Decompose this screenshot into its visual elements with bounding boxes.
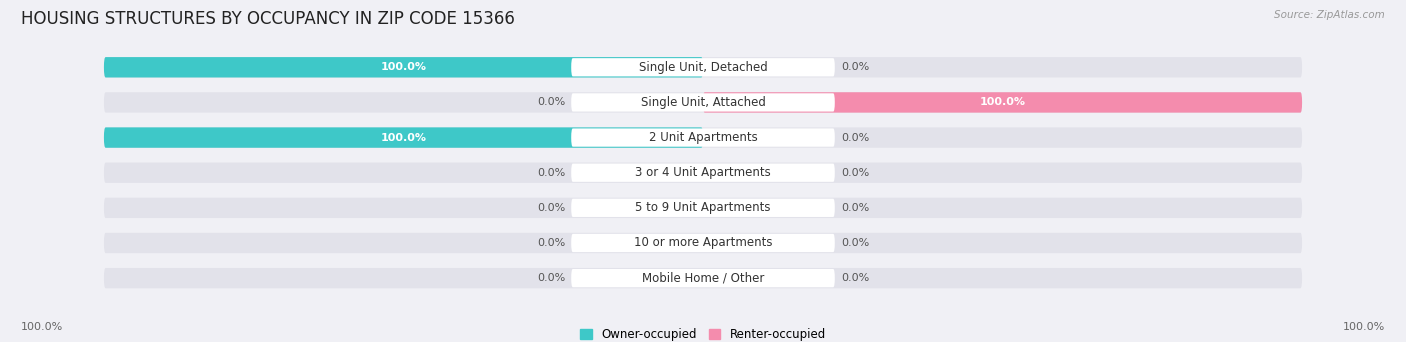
FancyBboxPatch shape [104, 198, 1302, 218]
Text: 100.0%: 100.0% [381, 62, 426, 72]
Text: 0.0%: 0.0% [841, 238, 869, 248]
FancyBboxPatch shape [571, 234, 835, 252]
Text: 100.0%: 100.0% [21, 322, 63, 332]
Text: Mobile Home / Other: Mobile Home / Other [641, 272, 765, 285]
Text: 100.0%: 100.0% [1343, 322, 1385, 332]
FancyBboxPatch shape [104, 162, 1302, 183]
Text: 0.0%: 0.0% [537, 97, 565, 107]
FancyBboxPatch shape [104, 57, 703, 78]
FancyBboxPatch shape [104, 92, 1302, 113]
Text: 0.0%: 0.0% [841, 203, 869, 213]
FancyBboxPatch shape [571, 129, 835, 147]
Text: 0.0%: 0.0% [841, 62, 869, 72]
Text: 100.0%: 100.0% [381, 133, 426, 143]
Text: 100.0%: 100.0% [980, 97, 1025, 107]
FancyBboxPatch shape [104, 127, 703, 148]
Legend: Owner-occupied, Renter-occupied: Owner-occupied, Renter-occupied [579, 328, 827, 341]
Text: 2 Unit Apartments: 2 Unit Apartments [648, 131, 758, 144]
Text: 3 or 4 Unit Apartments: 3 or 4 Unit Apartments [636, 166, 770, 179]
Text: Single Unit, Detached: Single Unit, Detached [638, 61, 768, 74]
FancyBboxPatch shape [571, 269, 835, 287]
FancyBboxPatch shape [104, 57, 1302, 78]
FancyBboxPatch shape [104, 268, 1302, 288]
Text: 0.0%: 0.0% [841, 133, 869, 143]
Text: 0.0%: 0.0% [841, 168, 869, 178]
Text: Source: ZipAtlas.com: Source: ZipAtlas.com [1274, 10, 1385, 20]
Text: 5 to 9 Unit Apartments: 5 to 9 Unit Apartments [636, 201, 770, 214]
Text: 0.0%: 0.0% [537, 168, 565, 178]
FancyBboxPatch shape [703, 92, 1302, 113]
Text: 10 or more Apartments: 10 or more Apartments [634, 236, 772, 249]
Text: 0.0%: 0.0% [537, 203, 565, 213]
Text: 0.0%: 0.0% [841, 273, 869, 283]
FancyBboxPatch shape [571, 163, 835, 182]
Text: HOUSING STRUCTURES BY OCCUPANCY IN ZIP CODE 15366: HOUSING STRUCTURES BY OCCUPANCY IN ZIP C… [21, 10, 515, 28]
FancyBboxPatch shape [104, 127, 1302, 148]
Text: 0.0%: 0.0% [537, 238, 565, 248]
FancyBboxPatch shape [104, 233, 1302, 253]
Text: Single Unit, Attached: Single Unit, Attached [641, 96, 765, 109]
Text: 0.0%: 0.0% [537, 273, 565, 283]
FancyBboxPatch shape [571, 199, 835, 217]
FancyBboxPatch shape [571, 58, 835, 76]
FancyBboxPatch shape [571, 93, 835, 111]
